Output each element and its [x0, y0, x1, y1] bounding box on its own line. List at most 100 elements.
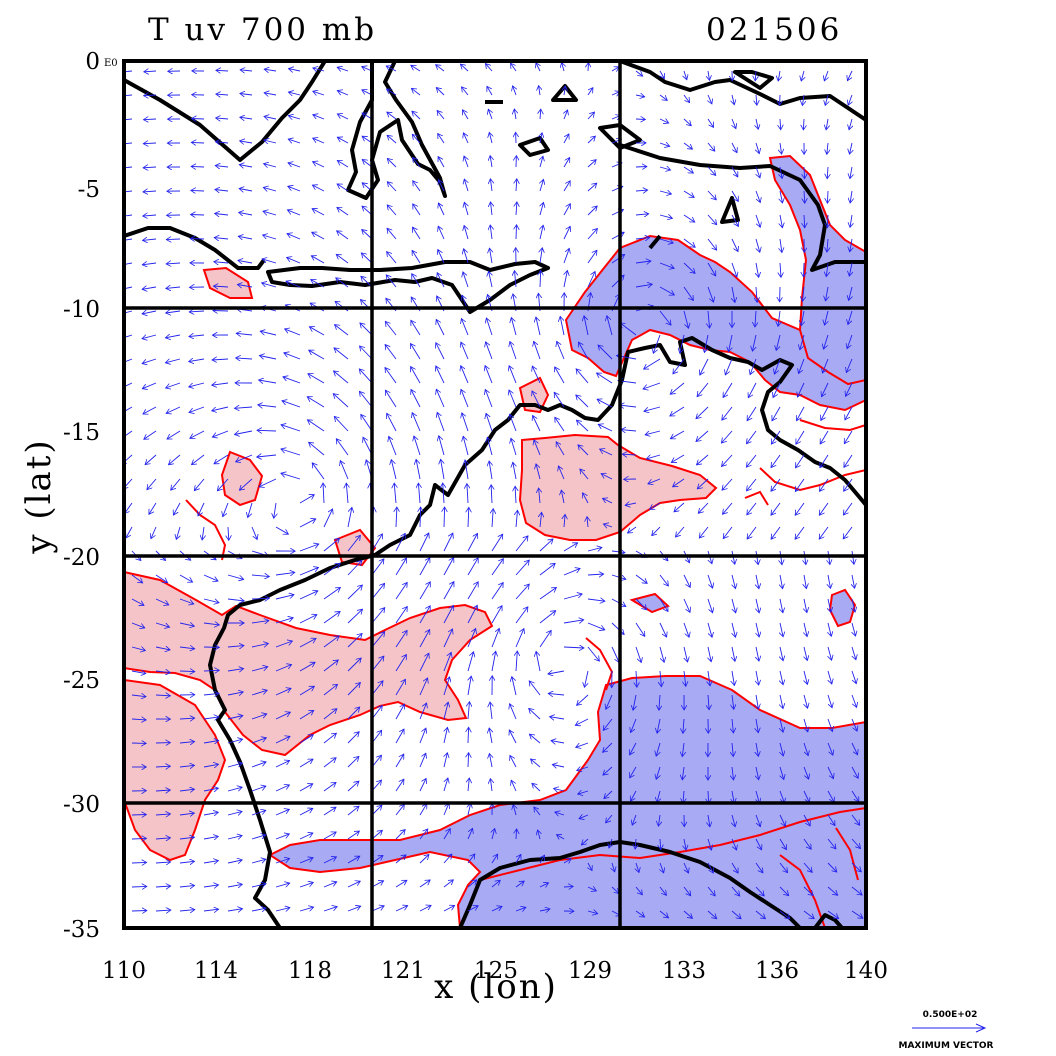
wind-vector	[395, 558, 407, 576]
wind-vector	[731, 910, 741, 919]
wind-vector	[203, 741, 219, 744]
wind-vector	[228, 526, 229, 540]
wind-vector	[288, 139, 301, 143]
wind-vector	[238, 236, 253, 239]
wind-vector	[847, 70, 853, 81]
wind-vector	[660, 670, 661, 687]
coastline-islet-1	[733, 70, 774, 90]
wind-vector	[347, 707, 360, 720]
wind-vector	[683, 286, 693, 301]
wind-vector	[309, 327, 325, 336]
wind-vector	[579, 815, 589, 819]
wind-vector	[155, 598, 169, 605]
wind-vector	[189, 359, 205, 362]
wind-vector	[334, 348, 349, 360]
wind-vector	[756, 142, 759, 154]
wind-vector	[323, 538, 340, 552]
wind-vector	[439, 436, 445, 456]
wind-vector	[165, 335, 181, 338]
wind-vector	[361, 414, 373, 432]
wind-vector	[795, 502, 805, 515]
wind-vector	[274, 502, 276, 518]
wind-vector	[468, 778, 469, 792]
wind-vector	[299, 858, 313, 864]
wind-vector	[755, 214, 760, 227]
wind-vector	[587, 206, 597, 216]
wind-vector	[491, 202, 493, 216]
wind-vector	[561, 490, 564, 504]
wind-vector	[732, 598, 736, 613]
wind-vector	[563, 568, 580, 576]
wind-vector	[659, 598, 668, 612]
wind-vector	[248, 502, 253, 518]
wind-vector	[633, 694, 636, 710]
wind-vector	[419, 678, 428, 696]
wind-vector	[131, 815, 146, 816]
wind-vector	[577, 420, 589, 432]
wind-vector	[611, 622, 624, 635]
wind-vector	[536, 317, 541, 336]
wind-vector	[722, 406, 733, 420]
wind-vector	[299, 833, 313, 840]
wind-vector	[515, 854, 521, 864]
wind-vector	[468, 803, 471, 816]
wind-vector	[491, 534, 503, 552]
wind-vector	[214, 238, 229, 239]
wind-vector	[203, 885, 219, 887]
wind-vector	[827, 238, 828, 252]
wind-vector	[796, 430, 805, 444]
wind-vector	[780, 598, 783, 613]
wind-vector	[203, 598, 219, 603]
wind-vector	[851, 886, 862, 895]
wind-vector	[683, 886, 691, 896]
wind-vector	[289, 69, 301, 71]
wind-vector	[307, 420, 325, 432]
wind-vector	[412, 274, 421, 288]
wind-vector	[803, 886, 813, 896]
coastline-lesser-sundas	[266, 260, 550, 314]
wind-vector	[131, 886, 147, 887]
wind-vector	[563, 647, 584, 648]
wind-vector	[142, 382, 157, 389]
wind-vector	[803, 742, 808, 756]
wind-vector	[467, 484, 468, 504]
wind-vector	[337, 91, 349, 96]
wind-vector	[411, 88, 421, 96]
warm-region-central	[518, 433, 718, 541]
wind-vector	[275, 572, 295, 575]
wind-vector	[659, 191, 672, 194]
wind-vector	[464, 202, 468, 216]
wind-vector	[707, 238, 717, 250]
wind-vector	[179, 837, 195, 839]
wind-vector	[198, 502, 205, 516]
wind-vector	[155, 910, 171, 911]
wind-vector	[587, 646, 599, 661]
wind-vector	[732, 766, 734, 780]
wind-vector	[299, 907, 314, 912]
wind-vector	[827, 742, 833, 755]
wind-vector	[264, 116, 277, 119]
wind-vector	[251, 621, 269, 623]
wind-vector	[299, 519, 316, 528]
wind-vector	[275, 595, 294, 600]
wind-vector	[411, 390, 421, 408]
wind-vector	[653, 334, 661, 353]
wind-vector	[467, 854, 475, 864]
wind-vector	[311, 280, 325, 288]
wind-vector	[436, 366, 445, 384]
wind-vector	[275, 618, 293, 624]
wind-vector	[515, 881, 524, 888]
wind-vector	[385, 368, 397, 384]
wind-vector	[588, 63, 589, 72]
wind-vector	[334, 371, 349, 384]
wind-vector	[707, 622, 712, 637]
wind-vector	[622, 454, 637, 455]
wind-vector	[492, 829, 495, 840]
wind-vector	[461, 366, 469, 384]
wind-vector	[167, 430, 181, 439]
wind-vector	[360, 346, 373, 360]
wind-vector	[560, 316, 565, 336]
wind-vector	[251, 575, 269, 577]
wind-vector	[516, 651, 517, 672]
wind-vector	[395, 533, 405, 552]
